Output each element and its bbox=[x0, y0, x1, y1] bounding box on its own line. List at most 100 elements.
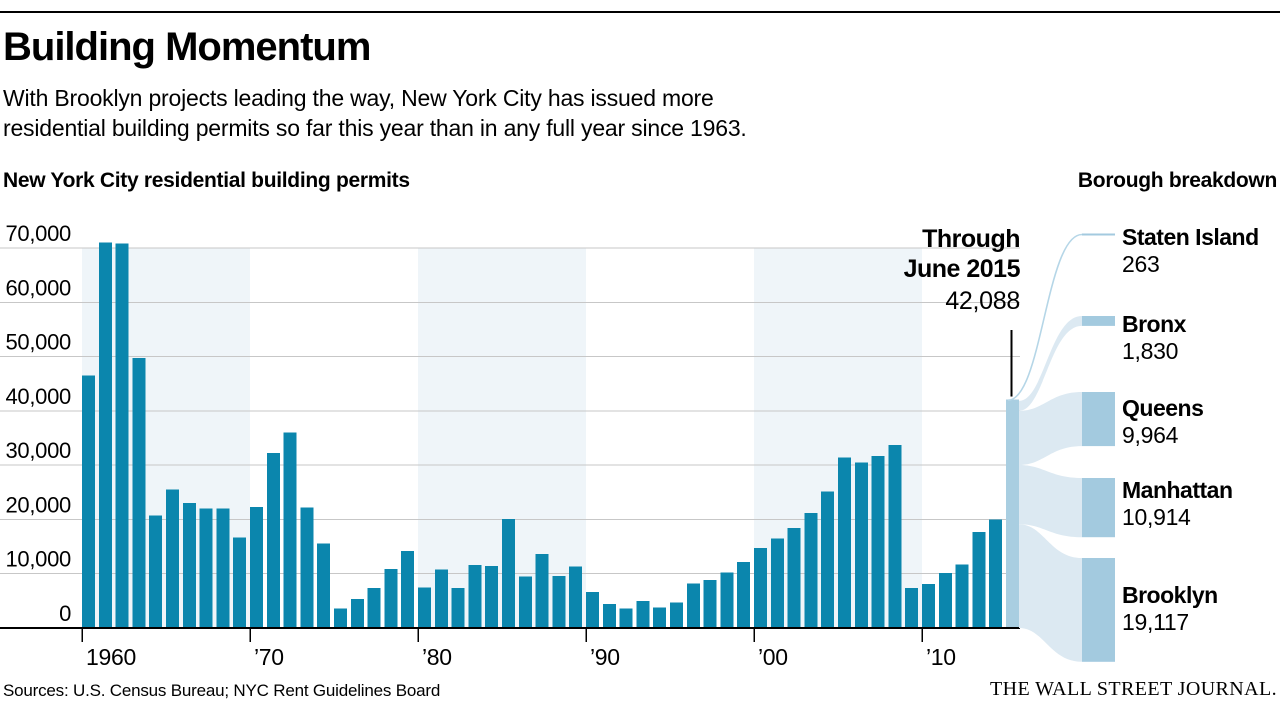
bar-2010 bbox=[922, 584, 935, 628]
flow-brooklyn bbox=[1019, 524, 1082, 662]
bar-2013 bbox=[972, 531, 986, 628]
bar-1980 bbox=[418, 587, 431, 628]
x-tick-label-1960: 1960 bbox=[86, 644, 136, 670]
page-subtitle-line2: residential building permits so far this… bbox=[3, 115, 747, 141]
borough-name-bronx: Bronx bbox=[1122, 311, 1186, 337]
x-tick-label-1970: ’70 bbox=[254, 644, 284, 670]
bar-1991 bbox=[602, 604, 616, 628]
node-brooklyn bbox=[1082, 558, 1115, 662]
bar-1969 bbox=[233, 537, 247, 628]
flow-staten-island bbox=[1007, 233, 1083, 401]
footer-brand: THE WALL STREET JOURNAL. bbox=[990, 678, 1277, 700]
bar-1977 bbox=[367, 587, 381, 628]
page-title: Building Momentum bbox=[3, 25, 371, 69]
y-axis-label-10000: 10,000 bbox=[6, 547, 72, 572]
bar-2001 bbox=[770, 538, 784, 628]
annotation-line2: June 2015 bbox=[903, 255, 1021, 283]
footer-sources: Sources: U.S. Census Bureau; NYC Rent Gu… bbox=[3, 681, 441, 700]
bar-1986 bbox=[518, 576, 532, 628]
node-staten-island bbox=[1082, 233, 1115, 236]
bar-1992 bbox=[619, 608, 633, 628]
y-axis-label-0: 0 bbox=[59, 601, 71, 626]
bar-1984 bbox=[485, 566, 499, 628]
bar-2012 bbox=[955, 564, 969, 628]
bar-1978 bbox=[384, 568, 398, 628]
flow-queens bbox=[1019, 392, 1082, 465]
bar-1965 bbox=[166, 489, 179, 628]
bar-1974 bbox=[317, 543, 331, 628]
bar-1987 bbox=[535, 554, 549, 628]
borough-name-staten-island: Staten Island bbox=[1122, 224, 1259, 250]
bar-1975 bbox=[334, 608, 347, 628]
top-rule bbox=[0, 11, 1280, 13]
bar-2002 bbox=[787, 528, 801, 628]
page-subtitle-line1: With Brooklyn projects leading the way, … bbox=[3, 85, 714, 111]
borough-label-manhattan: Manhattan 10,914 bbox=[1122, 477, 1280, 531]
bar-1994 bbox=[653, 607, 667, 628]
bar-1972 bbox=[283, 432, 297, 628]
bar-1982 bbox=[451, 587, 465, 628]
bar-1985 bbox=[502, 518, 515, 628]
bar-1976 bbox=[350, 599, 364, 628]
bar-1967 bbox=[199, 508, 213, 628]
node-bronx bbox=[1082, 316, 1115, 326]
bar-1960 bbox=[82, 375, 95, 628]
x-tick-label-1990: ’90 bbox=[590, 644, 620, 670]
bar-2004 bbox=[821, 491, 835, 628]
borough-value-bronx: 1,830 bbox=[1122, 338, 1179, 364]
bar-1962 bbox=[115, 243, 129, 628]
annotation-value: 42,088 bbox=[945, 287, 1020, 315]
bar-1973 bbox=[300, 507, 314, 628]
bar-1993 bbox=[636, 600, 650, 628]
bar-1971 bbox=[266, 453, 280, 628]
page-subtitle: With Brooklyn projects leading the way, … bbox=[3, 83, 747, 143]
borough-label-brooklyn: Brooklyn 19,117 bbox=[1122, 582, 1280, 636]
flow-manhattan bbox=[1019, 465, 1082, 538]
y-axis-label-70000: 70,000 bbox=[6, 221, 72, 246]
bar-1996 bbox=[686, 583, 700, 628]
x-tick-label-2010: ’10 bbox=[926, 644, 956, 670]
bar-1968 bbox=[216, 508, 230, 628]
bar-2015-highlight bbox=[1006, 399, 1019, 628]
node-queens bbox=[1082, 392, 1115, 447]
bar-1966 bbox=[182, 503, 196, 628]
highlight-annotation: Through June 2015 42,088 bbox=[903, 224, 1021, 318]
bar-2003 bbox=[804, 512, 818, 628]
bar-1963 bbox=[132, 358, 146, 628]
bar-1997 bbox=[703, 580, 717, 628]
bar-2008 bbox=[888, 445, 902, 628]
bar-1999 bbox=[737, 561, 751, 628]
bar-1981 bbox=[434, 569, 448, 628]
bar-2005 bbox=[838, 457, 851, 628]
borough-value-brooklyn: 19,117 bbox=[1122, 609, 1189, 635]
borough-label-bronx: Bronx 1,830 bbox=[1122, 311, 1280, 365]
bar-1970 bbox=[250, 506, 263, 628]
y-axis-label-50000: 50,000 bbox=[6, 330, 72, 355]
bar-1989 bbox=[569, 566, 583, 628]
borough-name-manhattan: Manhattan bbox=[1122, 477, 1233, 503]
borough-name-brooklyn: Brooklyn bbox=[1122, 582, 1218, 608]
bar-1990 bbox=[586, 592, 599, 628]
borough-value-manhattan: 10,914 bbox=[1122, 504, 1191, 530]
y-axis-label-40000: 40,000 bbox=[6, 384, 72, 409]
node-manhattan bbox=[1082, 478, 1115, 538]
y-axis-label-30000: 30,000 bbox=[6, 438, 72, 463]
x-tick-label-2000: ’00 bbox=[758, 644, 788, 670]
borough-label-queens: Queens 9,964 bbox=[1122, 395, 1280, 449]
bar-1988 bbox=[552, 575, 566, 628]
x-tick-label-1980: ’80 bbox=[422, 644, 452, 670]
bar-2006 bbox=[854, 462, 868, 628]
bar-1998 bbox=[720, 572, 734, 628]
chart-section-title: New York City residential building permi… bbox=[3, 169, 410, 192]
bar-1983 bbox=[468, 565, 482, 628]
bar-2014 bbox=[989, 519, 1003, 628]
flow-bronx bbox=[1019, 316, 1082, 411]
bar-1995 bbox=[670, 602, 683, 628]
annotation-line1: Through bbox=[922, 225, 1020, 253]
bar-1961 bbox=[98, 242, 112, 628]
y-axis-label-60000: 60,000 bbox=[6, 275, 72, 300]
bar-1979 bbox=[401, 550, 415, 628]
bar-2007 bbox=[871, 455, 885, 628]
